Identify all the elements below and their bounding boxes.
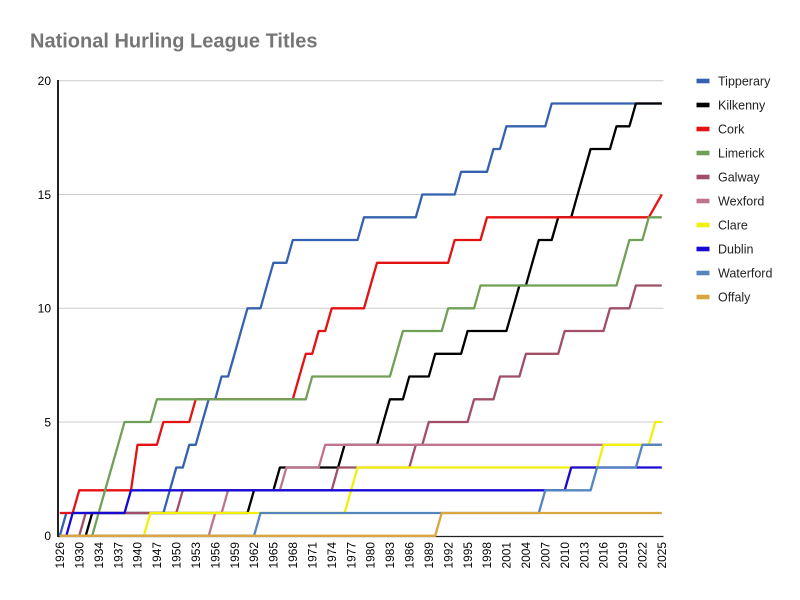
svg-text:Waterford: Waterford (718, 267, 772, 281)
svg-text:1934: 1934 (92, 542, 106, 569)
svg-text:Clare: Clare (718, 219, 748, 233)
svg-text:1995: 1995 (461, 542, 475, 569)
svg-text:2019: 2019 (616, 542, 630, 569)
svg-text:1968: 1968 (286, 542, 300, 569)
svg-text:20: 20 (38, 74, 52, 88)
svg-text:1974: 1974 (325, 542, 339, 569)
svg-text:1937: 1937 (111, 542, 125, 569)
svg-text:1980: 1980 (364, 542, 378, 569)
svg-text:1992: 1992 (441, 542, 455, 569)
svg-text:1977: 1977 (344, 542, 358, 569)
svg-text:10: 10 (38, 302, 52, 316)
svg-text:1989: 1989 (422, 542, 436, 569)
svg-text:0: 0 (44, 529, 51, 543)
svg-text:1926: 1926 (53, 542, 67, 569)
svg-text:1965: 1965 (267, 542, 281, 569)
svg-text:1983: 1983 (383, 542, 397, 569)
svg-text:National Hurling League Titles: National Hurling League Titles (30, 31, 317, 53)
svg-text:2022: 2022 (636, 542, 650, 569)
svg-text:Offaly: Offaly (718, 291, 751, 305)
svg-text:1998: 1998 (480, 542, 494, 569)
svg-text:Dublin: Dublin (718, 243, 753, 257)
svg-text:1940: 1940 (131, 542, 145, 569)
svg-text:1950: 1950 (170, 542, 184, 569)
svg-text:Galway: Galway (718, 171, 760, 185)
svg-text:Limerick: Limerick (718, 147, 765, 161)
svg-text:2007: 2007 (539, 542, 553, 569)
svg-text:1956: 1956 (208, 542, 222, 569)
svg-text:1930: 1930 (72, 542, 86, 569)
svg-text:Tipperary: Tipperary (718, 75, 771, 89)
svg-text:1959: 1959 (228, 542, 242, 569)
svg-text:5: 5 (44, 415, 51, 429)
svg-text:2004: 2004 (519, 542, 533, 569)
svg-text:1971: 1971 (305, 542, 319, 569)
svg-text:2010: 2010 (558, 542, 572, 569)
svg-text:2016: 2016 (597, 542, 611, 569)
svg-text:Kilkenny: Kilkenny (718, 99, 766, 113)
svg-text:1953: 1953 (189, 542, 203, 569)
svg-text:15: 15 (38, 188, 52, 202)
svg-text:Wexford: Wexford (718, 195, 764, 209)
svg-text:1962: 1962 (247, 542, 261, 569)
svg-text:1947: 1947 (150, 542, 164, 569)
svg-text:2001: 2001 (500, 542, 514, 569)
svg-text:1986: 1986 (403, 542, 417, 569)
svg-text:2025: 2025 (655, 542, 669, 569)
svg-text:Cork: Cork (718, 123, 745, 137)
svg-text:2013: 2013 (577, 542, 591, 569)
